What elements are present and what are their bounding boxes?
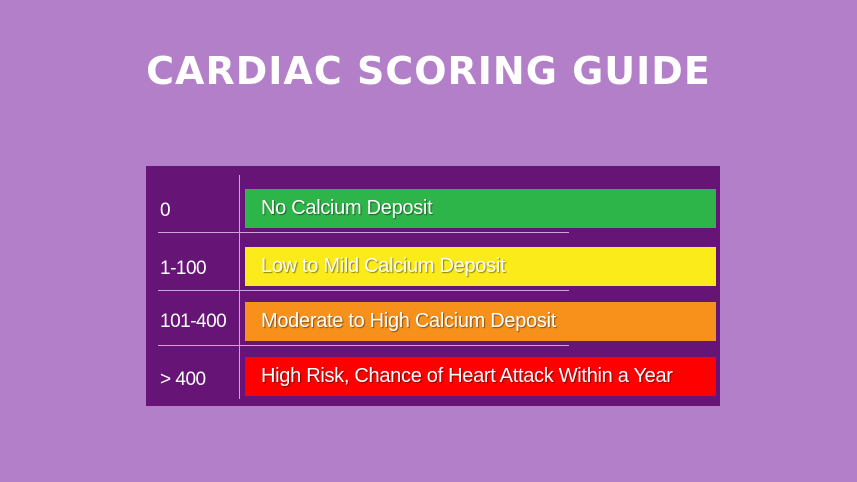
score-range-101-400: 101-400 [160, 311, 227, 332]
row-divider [158, 232, 569, 233]
score-range-over-400: > 400 [160, 369, 206, 390]
risk-bar-moderate-to-high: Moderate to High Calcium Deposit [245, 302, 716, 341]
risk-bar-low-to-mild: Low to Mild Calcium Deposit [245, 247, 716, 286]
page-title: CARDIAC SCORING GUIDE [146, 49, 711, 93]
score-range-0: 0 [160, 200, 171, 221]
scoring-table: 0 No Calcium Deposit 1-100 Low to Mild C… [146, 166, 720, 406]
risk-bar-no-deposit: No Calcium Deposit [245, 189, 716, 228]
row-divider [158, 345, 569, 346]
column-divider [239, 175, 240, 399]
score-range-1-100: 1-100 [160, 258, 207, 279]
row-divider [158, 290, 569, 291]
risk-bar-high-risk: High Risk, Chance of Heart Attack Within… [245, 357, 716, 396]
